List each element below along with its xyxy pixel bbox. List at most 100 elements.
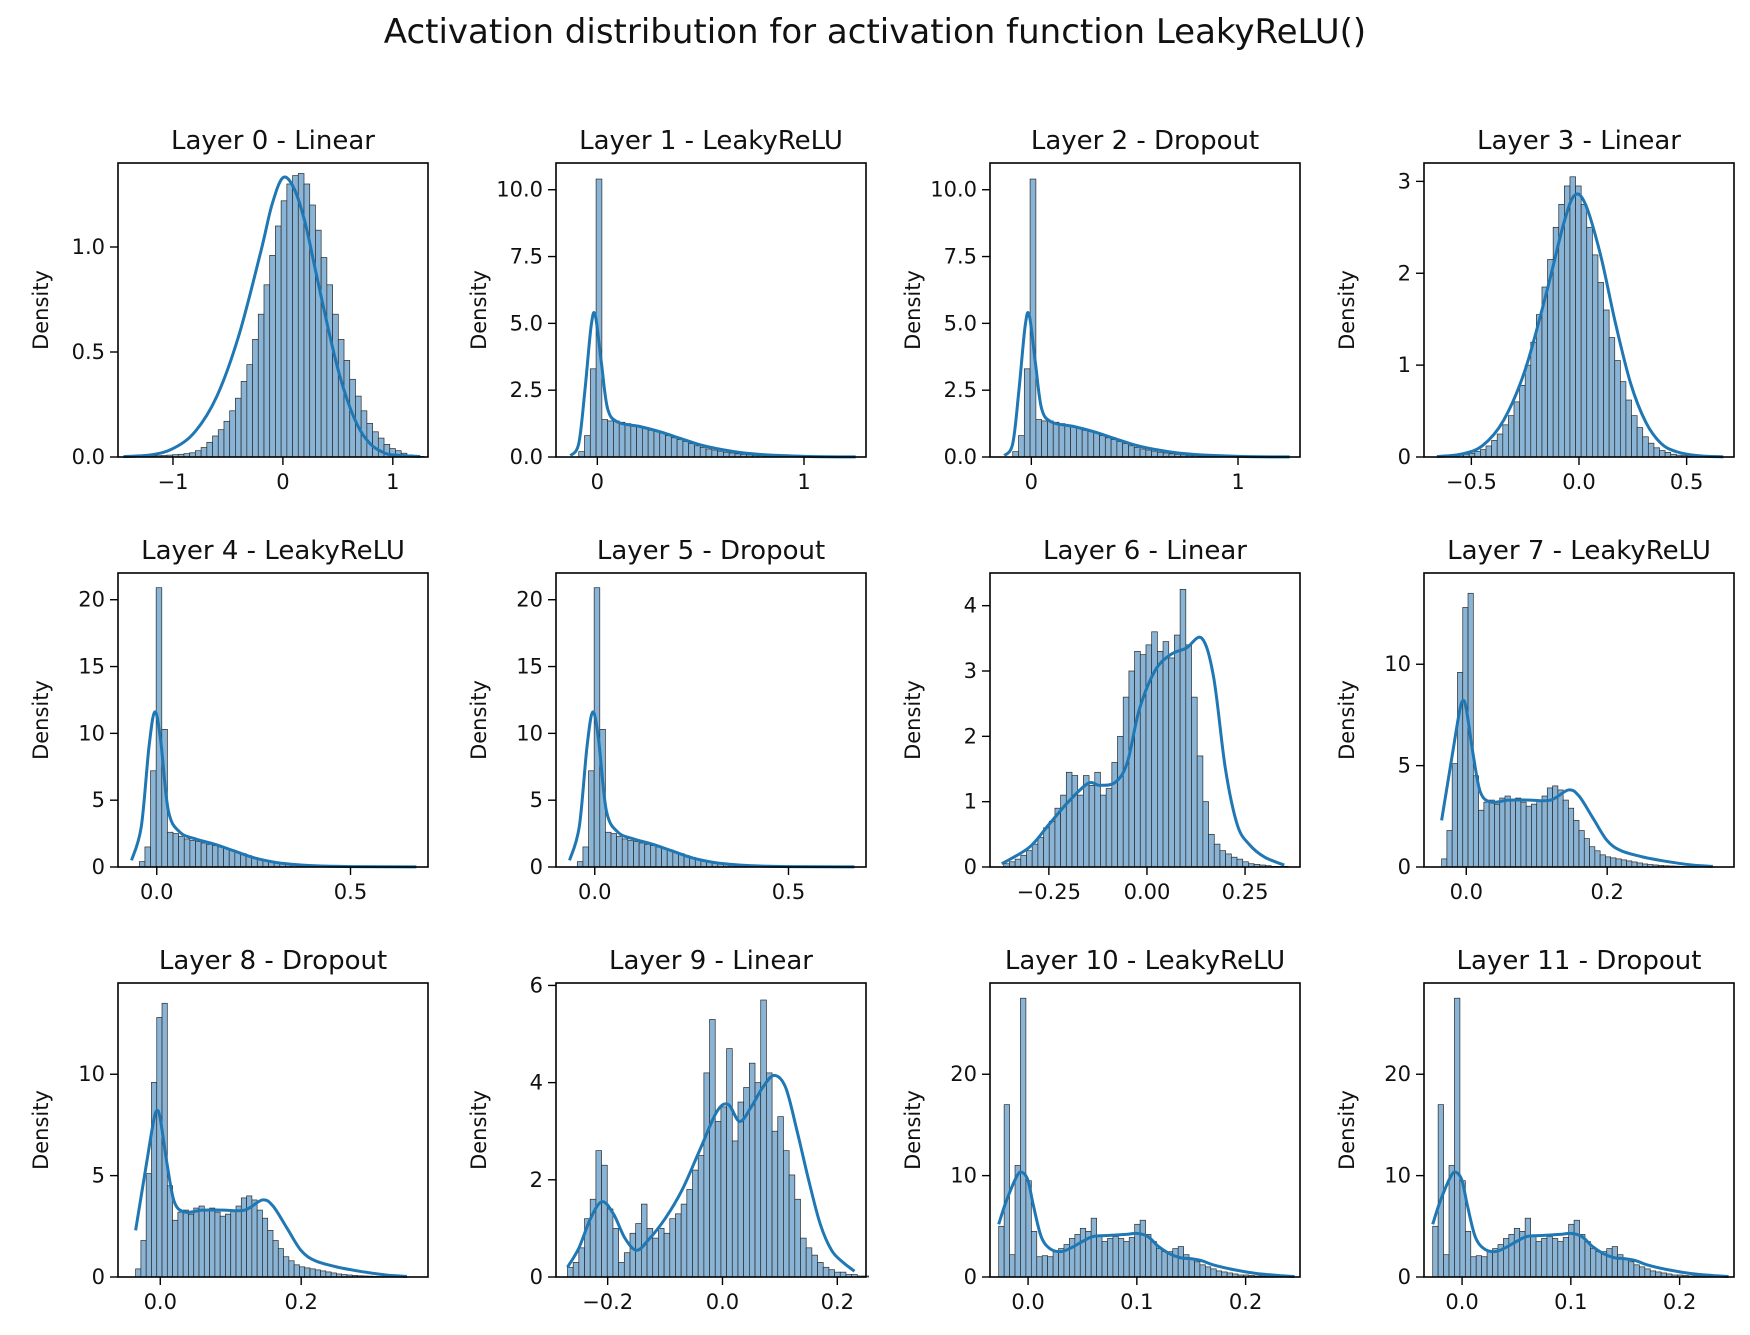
histogram-bar: [642, 427, 649, 458]
histogram-bar: [709, 1019, 716, 1278]
histogram-bar: [1071, 775, 1079, 868]
histogram-bar: [582, 846, 589, 868]
histogram-bar: [655, 846, 662, 868]
histogram-bar: [1520, 801, 1527, 868]
y-tick-label: 5: [92, 1164, 105, 1188]
histogram-bar: [178, 835, 185, 868]
subplot-title: Layer 10 - LeakyReLU: [1005, 946, 1285, 976]
subplot-7: 0.0 0.2 0 5 10 Layer 7 - LeakyReLU Density: [1335, 536, 1735, 904]
histogram-bar: [669, 1218, 676, 1278]
histogram-bar: [166, 1185, 173, 1278]
histogram-bar: [1509, 799, 1516, 868]
histogram-bar: [572, 1262, 580, 1278]
histogram-bar: [193, 1207, 200, 1278]
histogram-bar: [627, 839, 634, 868]
histogram-bar: [652, 1237, 659, 1278]
histogram-bar: [1569, 176, 1576, 458]
x-tick-label: 0.0: [1450, 880, 1483, 904]
histogram-bar: [1150, 1241, 1157, 1278]
histogram-bar: [998, 1225, 1005, 1278]
histogram-bar: [1580, 203, 1588, 458]
x-tick-label: −0.5: [1446, 470, 1497, 494]
histogram-bar: [1491, 440, 1498, 458]
histogram-bar: [304, 1267, 311, 1278]
x-tick-label: 0.0: [144, 1290, 177, 1314]
histogram-bar: [1052, 1251, 1059, 1278]
y-tick-label: 1: [1398, 353, 1411, 377]
histogram-bar: [1191, 696, 1198, 868]
histogram-bar: [1111, 762, 1118, 868]
histogram-bar: [711, 449, 718, 458]
subplot-title: Layer 11 - Dropout: [1457, 946, 1702, 976]
x-tick-label: 0.5: [772, 880, 805, 904]
histogram-bar: [1535, 1241, 1542, 1278]
histogram-bar: [277, 1248, 284, 1278]
y-tick-label: 0: [1398, 1265, 1411, 1289]
x-tick-label: −1: [157, 470, 188, 494]
histogram-bar: [1145, 449, 1152, 458]
histogram-bar: [1162, 641, 1170, 868]
histogram-bar: [618, 1262, 625, 1278]
histogram-bar: [633, 841, 640, 868]
histogram-bar: [206, 441, 213, 458]
histogram-bar: [638, 842, 646, 868]
histogram-bar: [686, 1189, 693, 1278]
histogram-bar: [262, 1217, 269, 1278]
histogram-bar: [1215, 1270, 1223, 1278]
histogram-bar: [680, 1203, 688, 1278]
histogram-bar: [189, 839, 196, 868]
histogram-bars: [567, 999, 870, 1278]
histogram-bar: [1536, 799, 1543, 868]
histogram-bar: [1586, 226, 1593, 458]
histogram-bar: [1611, 1246, 1618, 1278]
y-tick-label: 0.0: [510, 445, 543, 469]
histogram-bar: [1030, 1231, 1038, 1278]
histogram-bar: [1478, 809, 1485, 868]
histogram-bar: [1116, 441, 1124, 458]
y-axis-label: Density: [29, 270, 53, 350]
histogram-bar: [1649, 1270, 1657, 1278]
histogram-bar: [138, 861, 146, 868]
histogram-bar: [200, 842, 208, 868]
histogram-bar: [1185, 644, 1192, 868]
histogram-bar: [1069, 1238, 1076, 1278]
histogram-bar: [1568, 807, 1575, 868]
histogram-bar: [257, 313, 265, 458]
y-tick-label: 10: [1384, 1164, 1411, 1188]
kde-line: [130, 710, 417, 869]
histogram-bar: [156, 1017, 163, 1278]
histogram-bar: [630, 424, 637, 458]
histogram-bar: [670, 437, 678, 458]
histogram-bar: [688, 443, 695, 458]
x-tick-label: 0.5: [1670, 470, 1703, 494]
kde-line: [1436, 192, 1724, 459]
subplot-title: Layer 2 - Dropout: [1031, 126, 1259, 156]
histogram-bar: [219, 1215, 226, 1278]
histogram-bar: [1088, 784, 1096, 868]
histogram-bar: [1090, 1217, 1097, 1278]
histogram-bar: [1584, 1241, 1591, 1278]
histogram-bar: [1513, 401, 1520, 458]
histogram-bar: [235, 397, 242, 458]
y-tick-label: 2: [530, 1168, 543, 1192]
histogram-bar: [1208, 833, 1215, 868]
histogram-bar: [286, 183, 293, 458]
histogram-bar: [240, 381, 248, 458]
histogram-bars: [126, 173, 425, 458]
histogram-bar: [372, 431, 379, 458]
histogram-bar: [223, 420, 231, 458]
kde-line: [568, 710, 855, 869]
histogram-bar: [292, 175, 299, 458]
histogram-bar: [697, 1155, 705, 1278]
x-tick-label: 0.25: [1222, 880, 1269, 904]
figure-title: Activation distribution for activation f…: [383, 12, 1367, 52]
histogram-bar: [230, 1209, 237, 1278]
histogram-bar: [1047, 1256, 1054, 1278]
y-axis-label: Density: [29, 1090, 53, 1170]
histogram-bar: [1009, 1254, 1016, 1278]
histogram-bar: [1199, 1264, 1206, 1278]
histogram-bar: [1047, 420, 1054, 458]
histogram-bar: [1064, 424, 1071, 458]
